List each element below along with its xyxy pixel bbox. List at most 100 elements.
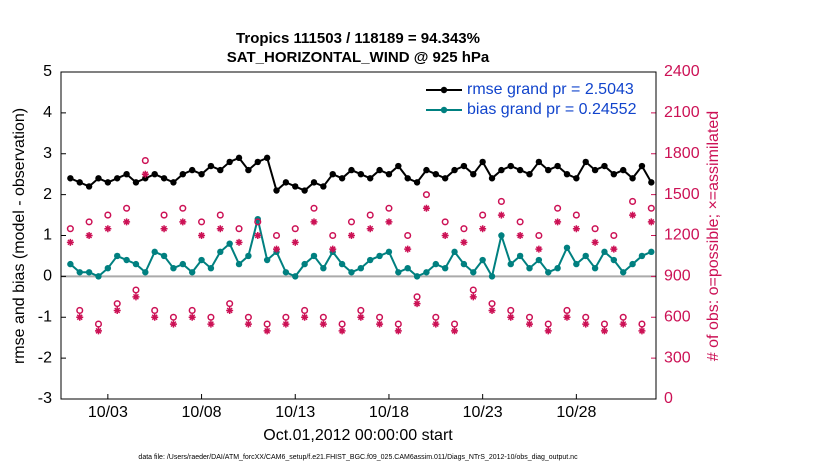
obs-assimilated xyxy=(366,225,374,233)
obs-possible xyxy=(610,231,618,240)
obs-possible xyxy=(385,204,393,212)
obs-possible xyxy=(113,300,121,308)
point xyxy=(245,252,252,260)
obs-assimilated xyxy=(488,306,496,314)
point xyxy=(395,162,402,170)
point xyxy=(563,170,571,178)
obs-possible xyxy=(104,211,112,219)
obs-assimilated xyxy=(273,245,281,253)
point xyxy=(610,170,618,178)
point xyxy=(348,269,355,276)
y2-tick-label: 300 xyxy=(664,349,691,366)
y-tick-label: 1 xyxy=(43,227,52,244)
point xyxy=(114,252,121,260)
point xyxy=(123,170,130,178)
point xyxy=(451,166,458,174)
point xyxy=(367,256,374,264)
obs-possible xyxy=(554,204,562,212)
obs-possible xyxy=(338,320,346,328)
obs-assimilated xyxy=(629,211,637,219)
obs-assimilated xyxy=(254,232,262,239)
obs-possible xyxy=(198,218,206,226)
plot-area xyxy=(61,72,656,399)
obs-possible xyxy=(282,313,290,321)
legend-marker xyxy=(440,86,448,94)
obs-assimilated xyxy=(291,238,299,246)
obs-assimilated xyxy=(591,238,599,246)
x-tick-label: 10/23 xyxy=(463,404,503,421)
plot-frame xyxy=(60,71,657,400)
obs-assimilated xyxy=(535,245,543,253)
obs-assimilated xyxy=(413,300,421,308)
point xyxy=(132,260,140,268)
y-tick-label: 0 xyxy=(43,268,52,285)
obs-possible xyxy=(422,191,430,199)
obs-assimilated xyxy=(385,218,393,226)
x-tick-label: 10/03 xyxy=(88,404,128,421)
point xyxy=(226,158,233,166)
point xyxy=(488,273,496,280)
point xyxy=(160,252,168,260)
obs-possible xyxy=(479,211,487,219)
point xyxy=(516,166,524,174)
obs-assimilated xyxy=(160,225,168,233)
point xyxy=(292,183,299,190)
obs-assimilated xyxy=(516,232,524,239)
point xyxy=(198,256,205,264)
point xyxy=(263,154,271,162)
obs-assimilated xyxy=(572,225,580,233)
point xyxy=(142,269,149,276)
point xyxy=(310,179,318,186)
point xyxy=(76,179,83,186)
point xyxy=(207,265,215,272)
point xyxy=(367,175,374,182)
point xyxy=(76,269,83,276)
obs-possible xyxy=(544,320,552,328)
obs-assimilated xyxy=(151,313,159,321)
point xyxy=(67,260,74,268)
point xyxy=(638,162,646,170)
obs-assimilated xyxy=(85,232,93,239)
obs-possible xyxy=(329,231,337,240)
point xyxy=(638,252,646,260)
obs-assimilated xyxy=(169,320,177,328)
point xyxy=(395,269,402,276)
point xyxy=(451,248,458,256)
obs-possible xyxy=(301,306,309,314)
point xyxy=(104,265,112,272)
point xyxy=(629,175,636,182)
obs-possible xyxy=(94,320,103,328)
obs-possible xyxy=(169,313,177,321)
obs-possible xyxy=(413,293,421,301)
point xyxy=(245,166,252,174)
point xyxy=(432,170,440,178)
point xyxy=(648,248,655,256)
obs-assimilated xyxy=(422,204,430,212)
point xyxy=(413,273,421,280)
obs-possible xyxy=(357,306,365,314)
chart-subtitle: SAT_HORIZONTAL_WIND @ 925 hPa xyxy=(227,49,490,66)
point xyxy=(273,187,280,194)
obs-possible xyxy=(488,300,496,308)
point xyxy=(95,273,102,280)
obs-possible xyxy=(123,204,131,212)
point xyxy=(573,260,580,268)
obs-possible xyxy=(516,218,524,226)
point xyxy=(207,162,215,170)
obs-possible xyxy=(366,211,374,219)
obs-assimilated xyxy=(263,327,271,335)
point xyxy=(235,154,243,162)
y-tick-label: 2 xyxy=(43,186,52,203)
point xyxy=(526,265,533,272)
obs-assimilated xyxy=(329,245,337,253)
obs-assimilated xyxy=(563,313,571,321)
point xyxy=(404,175,411,182)
point xyxy=(217,248,224,256)
point xyxy=(563,244,571,251)
point xyxy=(132,179,140,186)
obs-possible xyxy=(347,218,356,226)
obs-assimilated xyxy=(347,232,355,239)
point xyxy=(460,260,468,268)
obs-assimilated xyxy=(432,320,440,328)
obs-possible xyxy=(179,204,187,212)
